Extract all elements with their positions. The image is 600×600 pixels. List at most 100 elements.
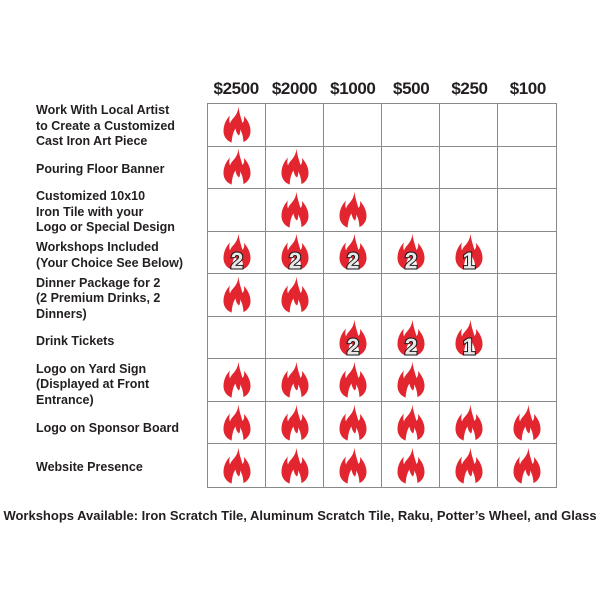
grid-cell-included: 1: [440, 231, 498, 275]
benefit-label: Work With Local Artist to Create a Custo…: [36, 103, 175, 148]
price-tier-2000: $2000: [271, 78, 318, 98]
flame-icon: [397, 447, 424, 485]
flame-icon: [513, 447, 541, 485]
flame-icon: 2: [339, 319, 366, 357]
grid-cell-empty: [440, 189, 498, 232]
flame-count: 2: [404, 333, 417, 357]
grid-cell-empty: [498, 317, 556, 360]
grid-cell-empty: [440, 274, 498, 317]
benefit-label: Logo on Sponsor Board: [36, 420, 180, 435]
flame-icon: [223, 106, 250, 144]
grid-cell-included: 2: [208, 231, 266, 275]
flame-icon: [223, 148, 250, 187]
grid-cell-included: 2: [324, 316, 382, 360]
grid-cell-empty: [208, 316, 266, 360]
benefit-label: Pouring Floor Banner: [36, 161, 165, 176]
grid-cell-empty: [498, 274, 556, 317]
grid-cell-empty: [324, 104, 382, 147]
grid-cell-empty: [440, 359, 498, 402]
grid-cell-included: [382, 359, 440, 402]
flame-icon: 2: [339, 233, 366, 272]
flame-count: 1: [462, 248, 475, 272]
grid-cell-empty: [324, 146, 382, 190]
price-tier-500: $500: [393, 78, 430, 98]
grid-cell-included: 1: [440, 316, 498, 360]
flame-icon: 2: [397, 319, 424, 357]
flame-icon: [281, 191, 308, 229]
flame-icon: [223, 361, 250, 400]
grid-cell-included: [208, 401, 266, 445]
grid-cell-included: [208, 104, 266, 147]
grid-cell-empty: [440, 104, 498, 147]
flame-icon: 1: [455, 233, 482, 272]
grid-cell-included: 2: [382, 316, 440, 360]
flame-icon: [339, 404, 366, 442]
flame-icon: [339, 191, 366, 229]
grid-cell-included: [208, 359, 266, 402]
grid-cell-included: [208, 274, 266, 317]
flame-icon: [223, 276, 250, 314]
flame-icon: [455, 447, 482, 485]
grid-cell-included: [324, 189, 382, 232]
grid-cell-empty: [382, 274, 440, 317]
grid-cell-empty: [498, 232, 556, 275]
grid-cell-included: [208, 444, 266, 487]
grid-cell-included: [324, 359, 382, 402]
grid-cell-included: [440, 444, 498, 487]
flame-icon: [281, 148, 308, 187]
benefit-label: Drink Tickets: [36, 334, 115, 349]
benefit-label: Website Presence: [36, 460, 143, 475]
grid-cell-empty: [498, 147, 556, 190]
grid-cell-empty: [498, 189, 556, 232]
benefits-grid: 2 2 2 2 1 2 2 1: [207, 103, 557, 488]
grid-cell-empty: [498, 104, 556, 147]
flame-icon: 2: [397, 233, 424, 272]
grid-cell-included: 2: [324, 231, 382, 275]
grid-cell-empty: [266, 316, 324, 360]
flame-icon: 2: [281, 233, 308, 272]
flame-count: 2: [288, 248, 301, 272]
grid-cell-empty: [324, 274, 382, 317]
grid-cell-included: [266, 146, 324, 190]
grid-cell-included: 2: [266, 231, 324, 275]
grid-cell-empty: [498, 359, 556, 402]
price-tier-250: $250: [451, 78, 488, 98]
grid-cell-empty: [208, 189, 266, 232]
price-header-row: $2500 $2000 $1000 $500 $250 $100: [207, 76, 557, 101]
grid-cell-included: [382, 444, 440, 487]
flame-icon: [455, 404, 482, 442]
flame-icon: [339, 447, 366, 485]
grid-cell-included: [498, 402, 556, 445]
grid-cell-included: [208, 146, 266, 190]
grid-cell-included: [266, 444, 324, 487]
grid-cell-included: [382, 401, 440, 445]
flame-icon: [281, 361, 308, 400]
workshops-footnote: Workshops Available: Iron Scratch Tile, …: [3, 508, 597, 523]
grid-cell-empty: [382, 146, 440, 190]
benefit-label: Dinner Package for 2 (2 Premium Drinks, …: [36, 275, 161, 321]
flame-count: 2: [346, 333, 359, 357]
flame-icon: [223, 404, 250, 442]
price-tier-1000: $1000: [330, 78, 376, 98]
grid-cell-empty: [382, 189, 440, 232]
benefit-label: Workshops Included (Your Choice See Belo…: [36, 240, 184, 270]
grid-cell-included: [324, 444, 382, 487]
grid-cell-included: 2: [382, 231, 440, 275]
benefit-label: Logo on Yard Sign (Displayed at Front En…: [36, 361, 150, 407]
flame-icon: [397, 404, 424, 442]
grid-cell-included: [440, 401, 498, 445]
flame-icon: [397, 361, 424, 400]
grid-cell-empty: [266, 104, 324, 147]
grid-cell-included: [324, 401, 382, 445]
flame-icon: [281, 404, 308, 442]
grid-cell-empty: [440, 146, 498, 190]
flame-count: 2: [230, 248, 243, 272]
grid-cell-included: [266, 359, 324, 402]
flame-icon: [513, 404, 541, 442]
grid-cell-included: [266, 274, 324, 317]
flame-count: 1: [462, 333, 475, 357]
flame-icon: 1: [455, 319, 482, 357]
flame-icon: 2: [223, 233, 250, 272]
grid-cell-empty: [382, 104, 440, 147]
